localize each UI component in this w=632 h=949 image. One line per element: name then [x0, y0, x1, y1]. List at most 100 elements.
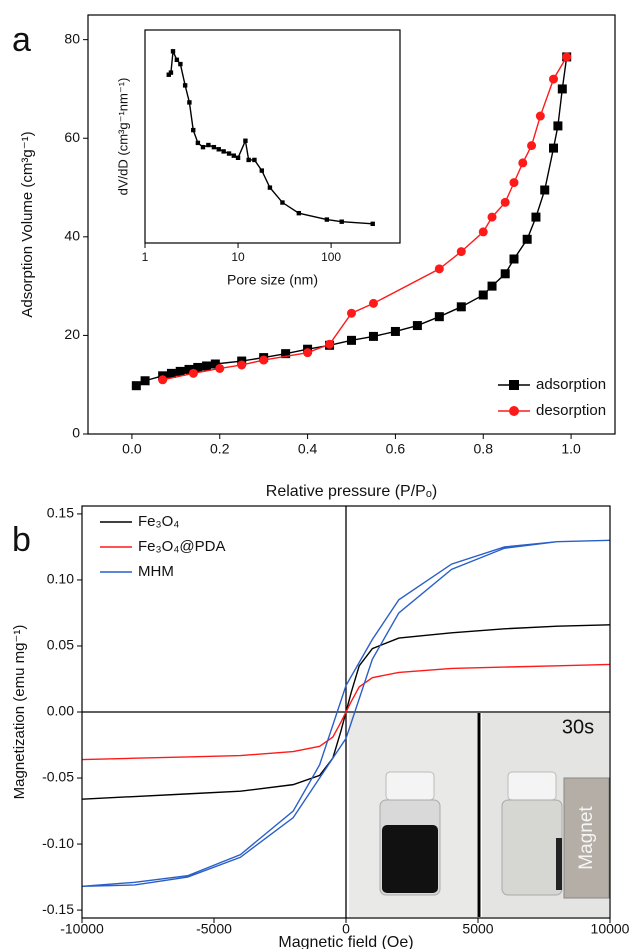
data-point: [509, 254, 519, 264]
x-tick-label: -5000: [196, 921, 232, 937]
data-point: [509, 178, 519, 188]
data-point: [182, 83, 188, 88]
y-axis-label: Adsorption Volume (cm³g⁻¹): [19, 131, 36, 317]
x-tick-label: 0: [342, 921, 350, 937]
x-tick-label: 0.8: [474, 441, 494, 457]
plot-area: Magnetic field (Oe) Magnetization (emu mg…: [11, 505, 611, 949]
y-tick-label: 60: [64, 129, 80, 145]
data-point: [188, 368, 198, 378]
y-tick-label: -0.05: [42, 769, 74, 785]
data-point: [259, 168, 265, 173]
data-point: [478, 290, 488, 300]
y-tick-label: 20: [64, 326, 80, 342]
data-point: [140, 376, 150, 386]
data-point: [531, 212, 541, 222]
data-point: [215, 363, 225, 373]
data-point: [553, 121, 563, 131]
legend-marker: [509, 380, 519, 390]
data-point: [324, 217, 330, 222]
legend-label: adsorption: [536, 376, 606, 393]
collected-particles: [556, 838, 562, 890]
y-axis-label: dV/dD (cm³g⁻¹nm⁻¹): [115, 78, 130, 196]
series-line: [81, 663, 611, 761]
data-point: [527, 141, 537, 151]
data-point: [226, 151, 232, 156]
x-tick-label: 1.0: [561, 441, 581, 457]
data-point: [191, 127, 196, 133]
data-point: [370, 221, 375, 227]
data-point: [210, 359, 220, 369]
x-tick-label: 5000: [462, 921, 493, 937]
y-tick-label: 0.05: [47, 637, 74, 653]
y-tick-label: -0.15: [42, 901, 74, 917]
data-point: [237, 360, 247, 370]
x-tick-label: 0.6: [386, 441, 406, 457]
data-point: [487, 281, 497, 291]
vial-cap: [385, 771, 435, 801]
plot-frame: [144, 29, 401, 244]
x-tick-label: 0.0: [122, 441, 142, 457]
y-tick-label: 0.10: [47, 571, 74, 587]
data-point: [303, 348, 313, 358]
data-point: [500, 197, 510, 207]
legend-label: Fe₃O₄: [138, 513, 179, 530]
data-point: [166, 368, 176, 378]
data-point: [339, 219, 344, 224]
data-point: [170, 49, 176, 54]
x-axis-label: Pore size (nm): [227, 272, 318, 288]
inset-background: [145, 30, 400, 243]
y-tick-label: 80: [64, 30, 80, 46]
data-point: [202, 361, 212, 371]
plot-area: Pore size (nm) dV/dD (cm³g⁻¹nm⁻¹): [115, 29, 401, 288]
data-point: [193, 362, 203, 372]
data-point: [235, 155, 241, 160]
data-point: [168, 70, 174, 75]
annotation: 30s: [562, 716, 594, 738]
data-point: [535, 111, 545, 121]
legend-marker: [509, 406, 519, 416]
plot-frame: [87, 14, 616, 435]
x-tick-label: 10000: [591, 921, 630, 937]
data-point: [281, 349, 291, 359]
data-point: [252, 157, 257, 163]
y-axis-label: Magnetization (emu mg⁻¹): [11, 625, 28, 800]
data-point: [206, 142, 211, 148]
data-point: [174, 57, 180, 63]
data-point: [478, 227, 488, 237]
data-point: [187, 100, 192, 105]
data-point: [390, 326, 400, 336]
vial-liquid: [382, 825, 438, 893]
data-point: [500, 269, 510, 279]
x-axis-label: Relative pressure (P/Pₒ): [266, 483, 437, 500]
panel-label: b: [12, 521, 31, 559]
data-point: [280, 200, 285, 205]
plot-frame: [81, 505, 611, 919]
legend-label: Fe₃O₄@PDA: [138, 538, 225, 555]
y-tick-label: 40: [64, 228, 80, 244]
data-point: [549, 74, 559, 84]
data-point: [158, 375, 168, 385]
data-point: [368, 298, 378, 308]
data-point: [557, 84, 567, 94]
data-point: [131, 381, 141, 391]
data-point: [175, 366, 185, 376]
x-tick-label: 100: [321, 250, 341, 264]
data-point: [368, 331, 378, 341]
x-tick-label: 0.4: [298, 441, 318, 457]
data-point: [231, 153, 236, 158]
vial-cap: [507, 771, 557, 801]
data-point: [549, 143, 559, 153]
chart: 1 10 100: [142, 30, 400, 264]
data-point: [211, 144, 217, 150]
data-point: [184, 364, 194, 374]
data-point: [243, 138, 248, 143]
magnet: [563, 777, 610, 899]
y-tick-label: 0.00: [47, 703, 74, 719]
data-point: [518, 158, 528, 168]
data-point: [200, 144, 206, 150]
x-tick-label: 10: [231, 250, 245, 264]
x-axis-label: Magnetic field (Oe): [278, 934, 413, 949]
data-point: [540, 185, 550, 195]
data-point: [178, 61, 183, 67]
